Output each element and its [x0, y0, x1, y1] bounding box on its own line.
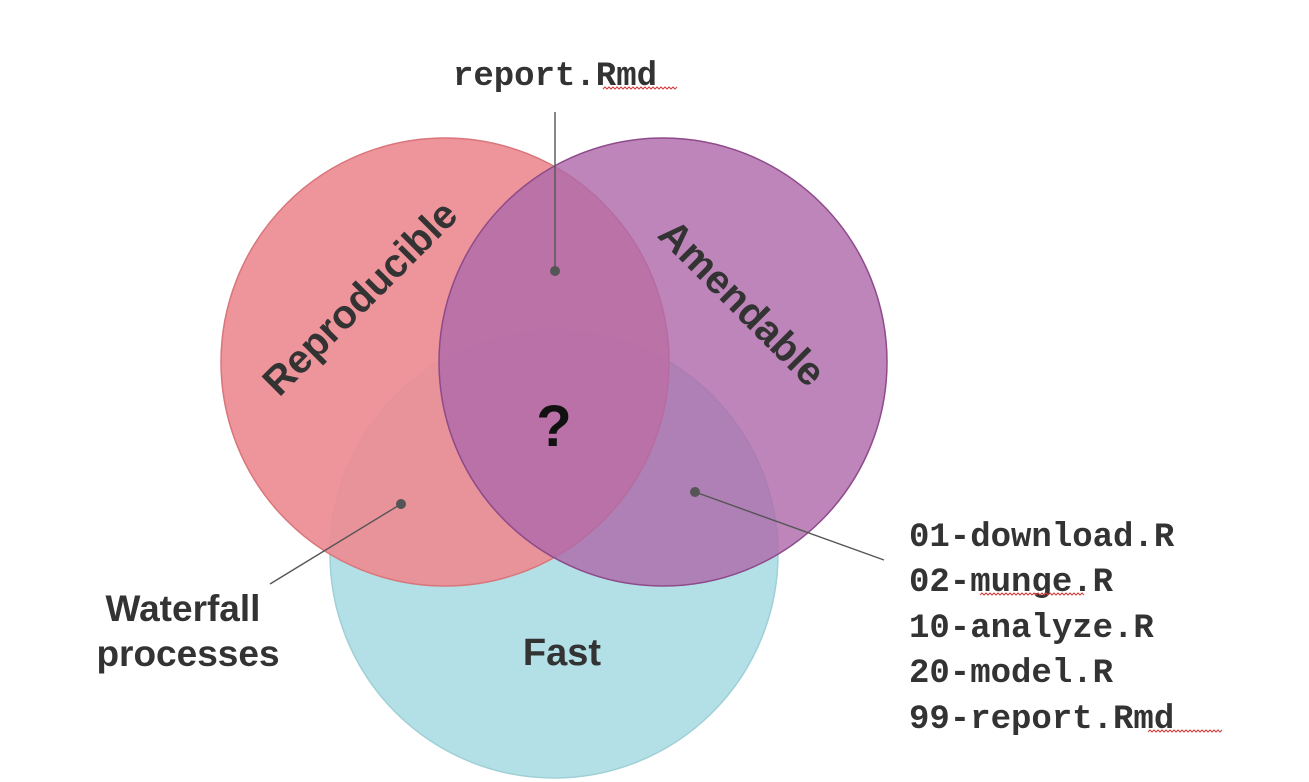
top-connector-dot: [550, 266, 560, 276]
right-connector-dot: [690, 487, 700, 497]
file-list-item: 01-download.R: [909, 519, 1175, 557]
fast-label: Fast: [523, 632, 601, 674]
file-list-item: 99-report.Rmd: [909, 701, 1174, 739]
file-list-item: 10-analyze.R: [909, 610, 1154, 648]
file-list-item: 02-munge.R: [909, 564, 1114, 602]
amendable-circle: [438, 137, 888, 587]
top-callout-text: report.Rmd: [453, 58, 657, 96]
center-question-mark: ?: [536, 394, 571, 459]
spellcheck-underline-munge: [979, 592, 1085, 596]
left-callout-line-1: Waterfall: [106, 588, 261, 629]
left-connector-dot: [396, 499, 406, 509]
right-connector-line: [694, 491, 885, 561]
left-callout-line-2: processes: [96, 633, 279, 674]
left-connector-line: [269, 503, 402, 585]
spellcheck-underline-top: [602, 86, 678, 90]
spellcheck-underline-rmd: [1147, 729, 1223, 733]
file-list-item: 20-model.R: [909, 655, 1114, 693]
